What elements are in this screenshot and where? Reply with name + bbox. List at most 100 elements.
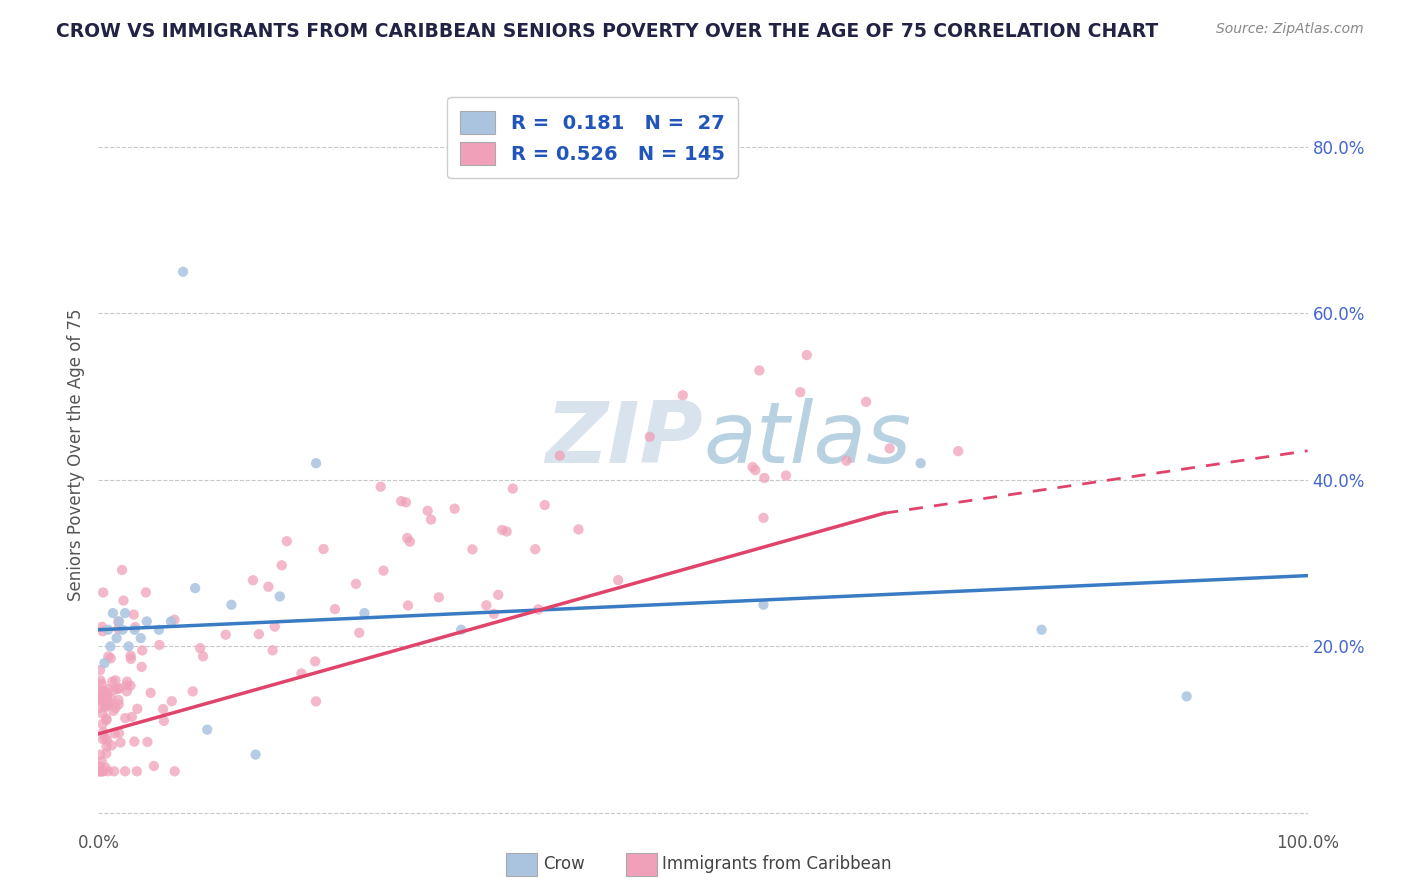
Point [100, 739, 122, 753]
Point [344, 577, 367, 591]
Point [290, 666, 312, 681]
Point [96, 747, 118, 761]
Point [103, 764, 125, 779]
Point [94, 700, 117, 714]
Point [257, 580, 280, 594]
Point [118, 640, 141, 654]
Point [122, 607, 145, 622]
Point [221, 598, 243, 612]
Point [91, 585, 114, 599]
Point [395, 495, 418, 509]
Point [97, 623, 120, 637]
Point [262, 643, 284, 657]
Point [184, 581, 207, 595]
Point [744, 463, 766, 477]
Point [103, 704, 125, 718]
Point [948, 444, 970, 458]
Point [111, 563, 134, 577]
Point [91, 706, 114, 721]
Point [114, 764, 136, 779]
Point [370, 480, 392, 494]
Point [172, 265, 194, 279]
Point [89, 673, 111, 688]
Point [87, 701, 110, 715]
Point [115, 684, 138, 698]
Point [527, 602, 550, 616]
Point [120, 679, 142, 693]
Point [89, 764, 111, 779]
Legend: R =  0.181   N =  27, R = 0.526   N = 145: R = 0.181 N = 27, R = 0.526 N = 145 [447, 97, 738, 178]
Point [135, 585, 157, 599]
Point [131, 643, 153, 657]
Point [524, 542, 547, 557]
Point [312, 541, 335, 556]
Point [96, 739, 118, 754]
Point [94, 685, 117, 699]
Point [495, 524, 517, 539]
Point [127, 702, 149, 716]
Point [105, 631, 128, 645]
Point [124, 620, 146, 634]
Point [349, 625, 371, 640]
Point [91, 764, 114, 779]
Text: Source: ZipAtlas.com: Source: ZipAtlas.com [1216, 22, 1364, 37]
Point [87, 693, 110, 707]
Point [163, 764, 186, 779]
Point [97, 682, 120, 697]
Point [101, 674, 124, 689]
Point [148, 623, 170, 637]
Point [142, 759, 165, 773]
Point [748, 363, 770, 377]
Point [835, 453, 858, 467]
Point [114, 711, 136, 725]
Text: atlas: atlas [703, 399, 911, 482]
Point [153, 714, 176, 728]
Point [121, 710, 143, 724]
Point [104, 700, 127, 714]
Point [112, 593, 135, 607]
Point [89, 687, 111, 701]
Point [1175, 690, 1198, 704]
Point [114, 606, 136, 620]
Point [188, 641, 211, 656]
Point [502, 482, 524, 496]
Point [94, 760, 117, 774]
Point [305, 694, 328, 708]
Point [443, 501, 465, 516]
Point [100, 691, 122, 706]
Point [607, 573, 630, 587]
Point [416, 504, 439, 518]
Point [107, 693, 129, 707]
Point [108, 726, 131, 740]
Point [107, 622, 129, 636]
Point [135, 615, 157, 629]
Point [160, 694, 183, 708]
Point [90, 755, 112, 769]
Point [131, 660, 153, 674]
Point [191, 649, 214, 664]
Point [90, 683, 112, 698]
Point [97, 698, 120, 713]
Point [108, 615, 131, 629]
Point [461, 542, 484, 557]
Text: ZIP: ZIP [546, 399, 703, 482]
Point [353, 606, 375, 620]
Text: CROW VS IMMIGRANTS FROM CARIBBEAN SENIORS POVERTY OVER THE AGE OF 75 CORRELATION: CROW VS IMMIGRANTS FROM CARIBBEAN SENIOR… [56, 22, 1159, 41]
Point [245, 747, 267, 762]
Point [548, 449, 571, 463]
Point [89, 691, 111, 706]
Point [98, 696, 121, 710]
Text: Immigrants from Caribbean: Immigrants from Caribbean [662, 855, 891, 873]
Point [136, 735, 159, 749]
Point [139, 686, 162, 700]
Point [152, 702, 174, 716]
Point [124, 734, 146, 748]
Point [163, 613, 186, 627]
Point [115, 678, 138, 692]
Text: Crow: Crow [543, 855, 585, 873]
Point [89, 747, 111, 762]
Point [910, 456, 932, 470]
Point [195, 723, 218, 737]
Point [90, 764, 112, 779]
Point [148, 638, 170, 652]
